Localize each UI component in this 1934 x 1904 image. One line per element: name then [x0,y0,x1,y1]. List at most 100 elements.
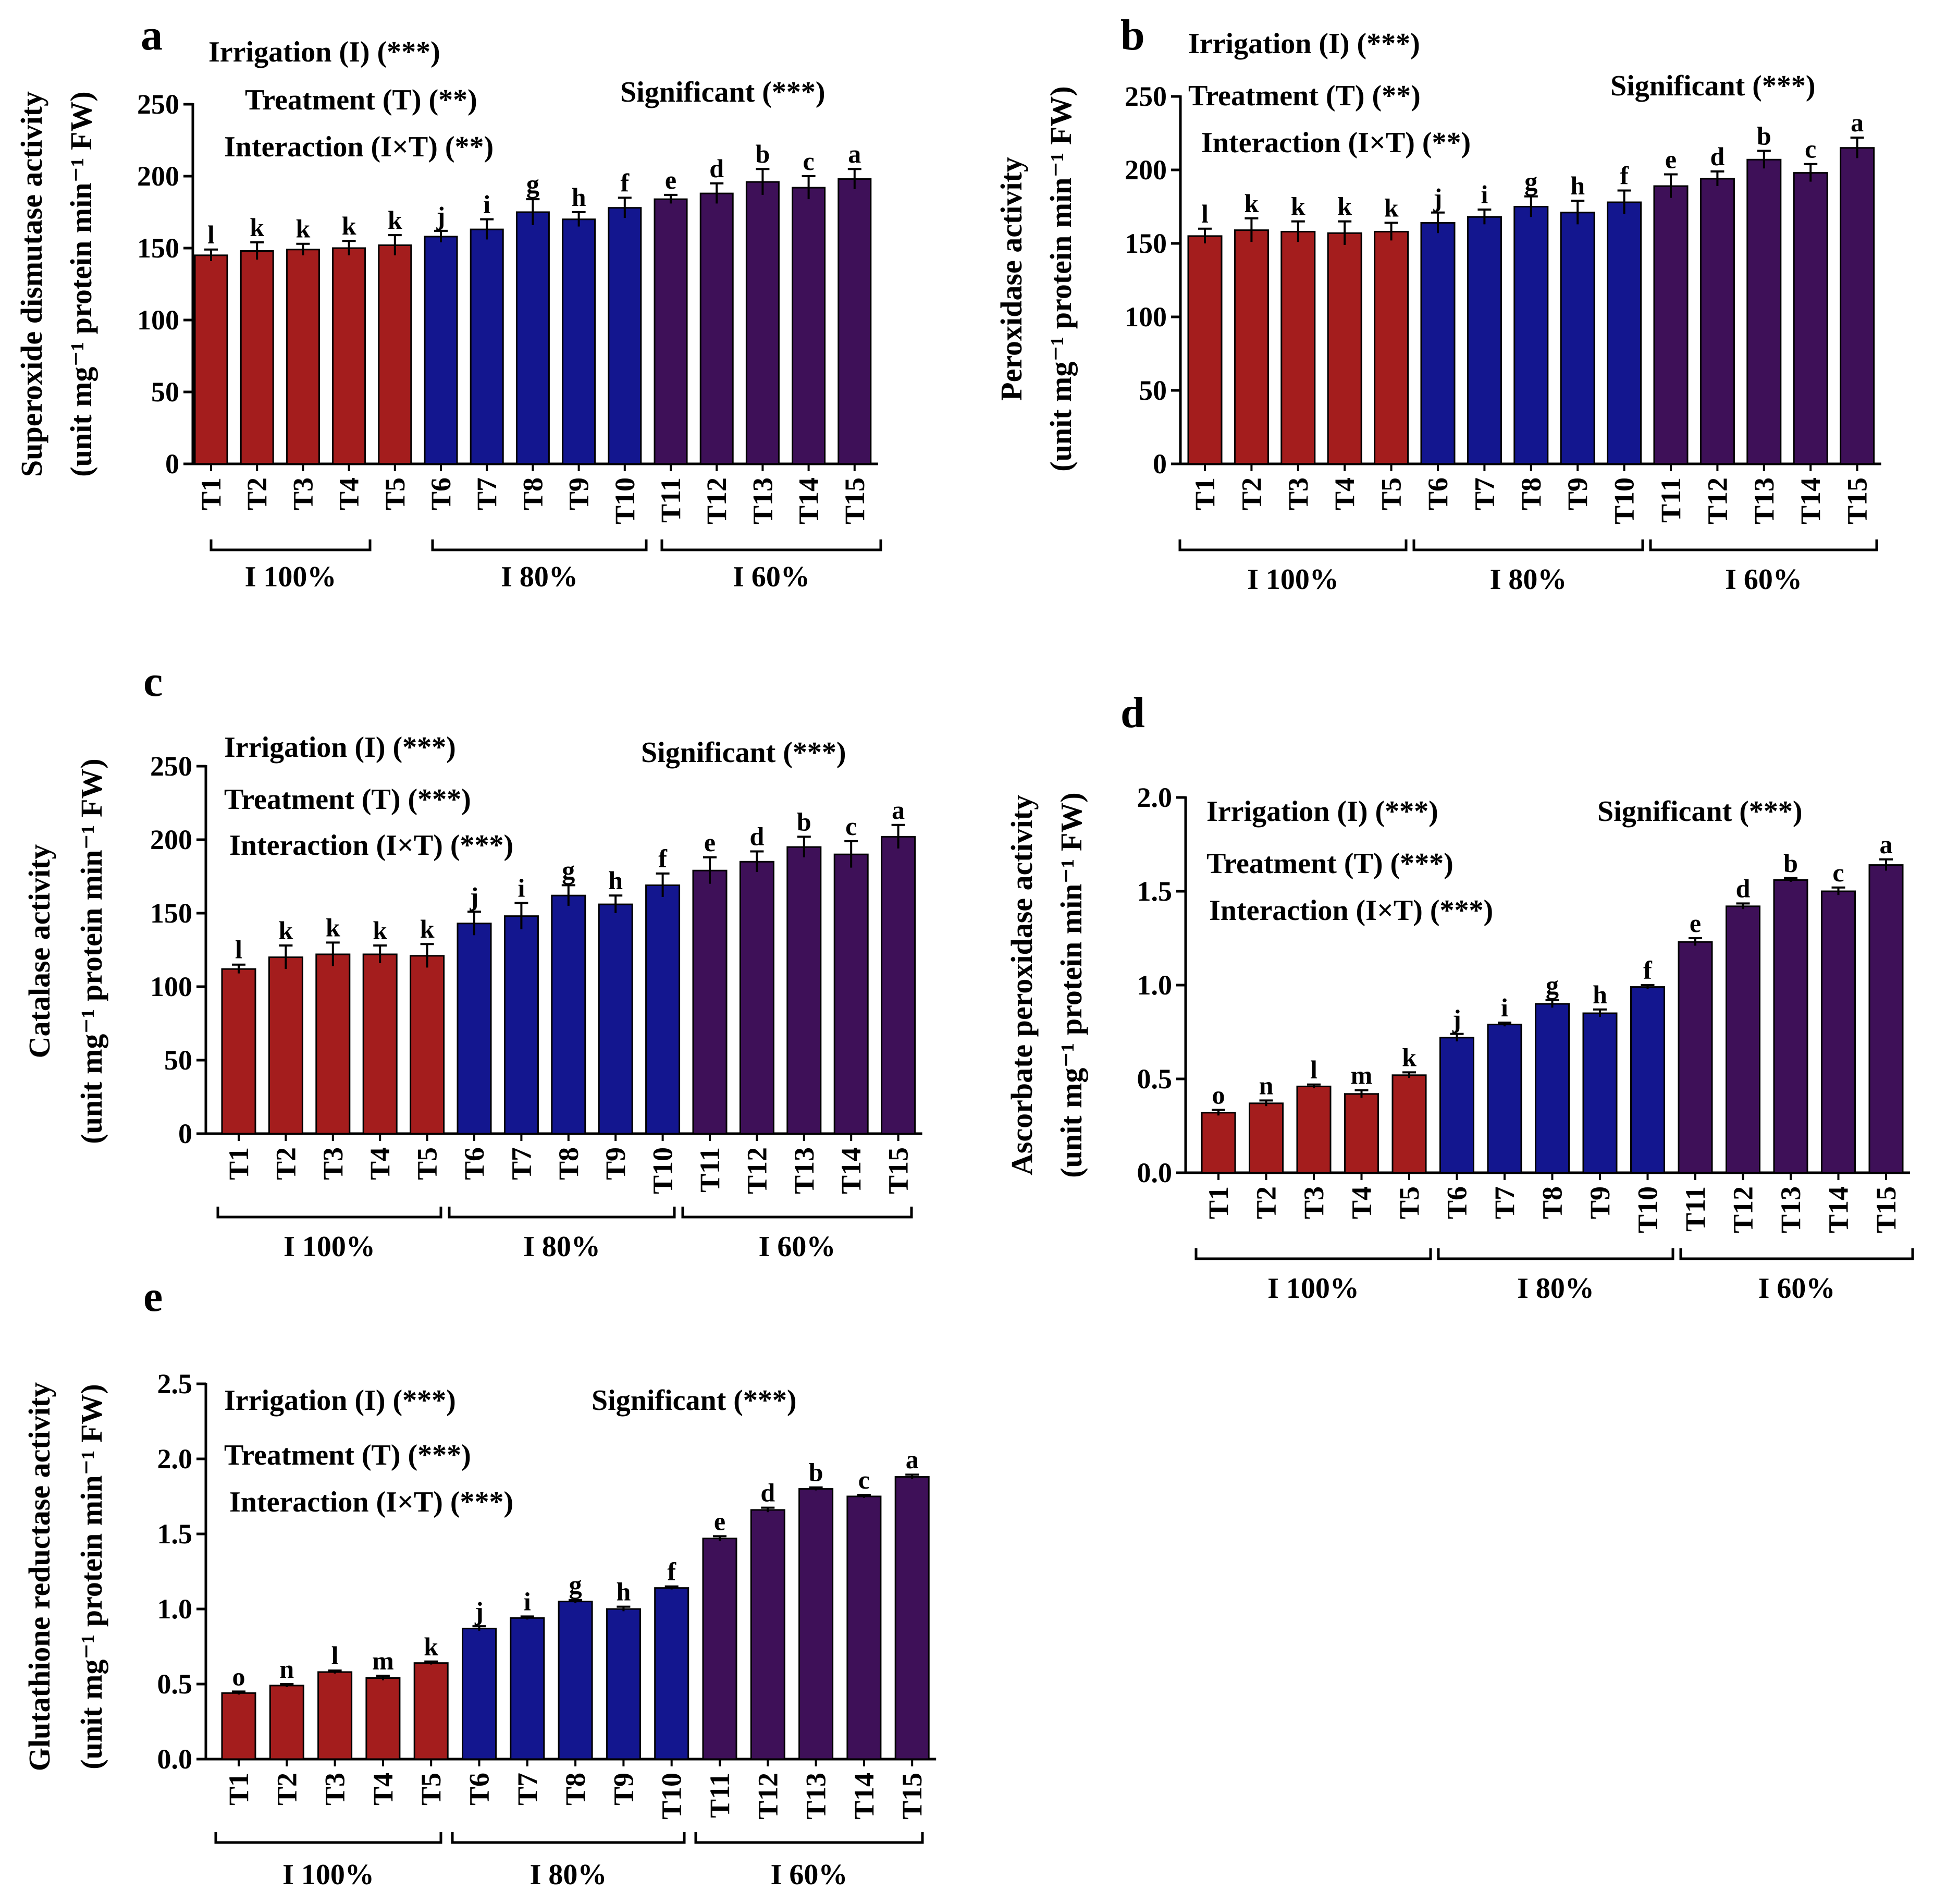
significance-letter: j [1433,183,1443,212]
significance-letter: f [667,1557,676,1586]
x-tick-label: T7 [512,1773,543,1805]
group-label: I 60% [1725,563,1802,596]
bar [837,178,872,465]
x-tick-label: T2 [270,1147,301,1180]
x-tick-label: T1 [1189,477,1221,510]
group-label: I 100% [245,561,337,593]
group-label: I 80% [1490,563,1567,596]
x-tick-label: T14 [1823,1186,1854,1233]
significance-letter: a [1880,830,1893,859]
bar [1513,206,1549,465]
y-tick-label: 1.0 [1137,969,1173,1001]
x-tick-label: T8 [553,1147,584,1180]
panel-a: a Superoxide dismutase activity (unit mg⁻¹… [15,11,882,593]
group-label: I 60% [1758,1272,1836,1305]
panel-e: e Glutathione reductase activity (unit mg⁻… [22,1272,937,1891]
x-tick-label: T7 [506,1147,537,1180]
group-label: I 60% [733,561,810,593]
anova-note: Treatment (T) (**) [245,84,477,116]
y-tick-label: 150 [150,898,192,929]
group-label: I 100% [282,1859,374,1891]
bar [1280,230,1316,465]
significance-letter: d [1736,874,1751,903]
significance-letter: k [1337,192,1352,221]
significance-letter: b [1757,121,1771,150]
bar [654,198,688,465]
anova-note: Irrigation (I) (***) [1206,795,1438,828]
x-tick-label: T3 [319,1773,351,1805]
y-axis-title: Ascorbate peroxidase activity [1005,795,1039,1175]
significance-letter: k [326,913,340,942]
bar [1746,158,1782,465]
bar [510,1617,545,1760]
anova-note: Irrigation (I) (***) [208,36,440,68]
y-tick-label: 200 [1125,154,1167,186]
significance-letter: f [620,168,630,197]
y-tick-label: 100 [137,304,179,336]
significance-letter: i [1501,993,1508,1022]
significance-note: Significant (***) [592,1384,797,1417]
x-tick-label: T4 [364,1147,396,1180]
significance-letter: o [232,1662,245,1691]
x-tick-label: T3 [1283,477,1314,510]
x-tick-label: T9 [600,1147,631,1180]
bar [332,247,366,465]
bar [562,218,596,465]
y-tick-label: 1.5 [157,1518,193,1550]
significance-note: Significant (***) [1597,795,1803,828]
significance-letter: d [760,1478,775,1507]
x-tick-label: T7 [1489,1186,1520,1219]
y-tick-label: 0.5 [1137,1063,1173,1095]
x-tick-label: T12 [1702,477,1733,524]
y-tick-label: 1.0 [157,1593,193,1625]
bar [286,249,320,465]
x-tick-label: T10 [647,1147,679,1194]
x-tick-label: T1 [223,1147,254,1180]
group-label: I 100% [284,1231,375,1263]
significance-letter: j [1452,1004,1461,1034]
significance-letter: l [1201,199,1209,228]
y-axis-unit: (unit mg⁻¹ protein min⁻¹ FW) [1054,792,1088,1177]
bar [654,1587,689,1760]
y-axis-title: Peroxidase activity [994,157,1028,401]
y-tick-label: 50 [164,1045,192,1076]
panel-label: d [1120,689,1145,737]
group-bracket [448,1207,676,1219]
significance-note: Significant (***) [1610,70,1816,102]
bar [1344,1093,1379,1174]
significance-letter: l [1310,1055,1317,1084]
y-axis-title: Glutathione reductase activity [22,1382,56,1771]
significance-letter: e [714,1506,725,1536]
bar [365,1677,401,1760]
bar [1374,230,1409,465]
x-tick-label: T11 [694,1147,725,1193]
y-tick-label: 200 [150,824,192,855]
bar [1582,1012,1618,1174]
y-tick-label: 150 [137,232,179,264]
significance-letter: k [420,914,435,943]
anova-note: Treatment (T) (***) [1206,847,1453,880]
bar [194,254,228,465]
x-tick-label: T10 [656,1773,687,1820]
significance-letter: m [372,1646,394,1675]
y-axis-unit: (unit mg⁻¹ protein min⁻¹ FW) [75,1384,108,1769]
bar [598,903,633,1135]
x-tick-label: T5 [1376,477,1407,510]
anova-note: Irrigation (I) (***) [224,1384,456,1417]
group-bracket [1679,1248,1914,1260]
bar [1249,1102,1284,1174]
x-tick-label: T4 [1329,477,1360,510]
x-tick-label: T5 [1394,1186,1425,1219]
anova-note: Interaction (I×T) (***) [229,829,513,862]
significance-letter: a [892,795,905,825]
significance-letter: b [797,807,811,836]
significance-letter: k [1291,192,1305,221]
bar [1535,1003,1570,1174]
y-axis-title: Catalase activity [22,844,56,1059]
bar [1560,212,1595,465]
y-axis-unit: (unit mg⁻¹ protein min⁻¹ FW) [1044,86,1078,471]
bar [558,1601,593,1760]
significance-letter: d [1710,142,1724,171]
